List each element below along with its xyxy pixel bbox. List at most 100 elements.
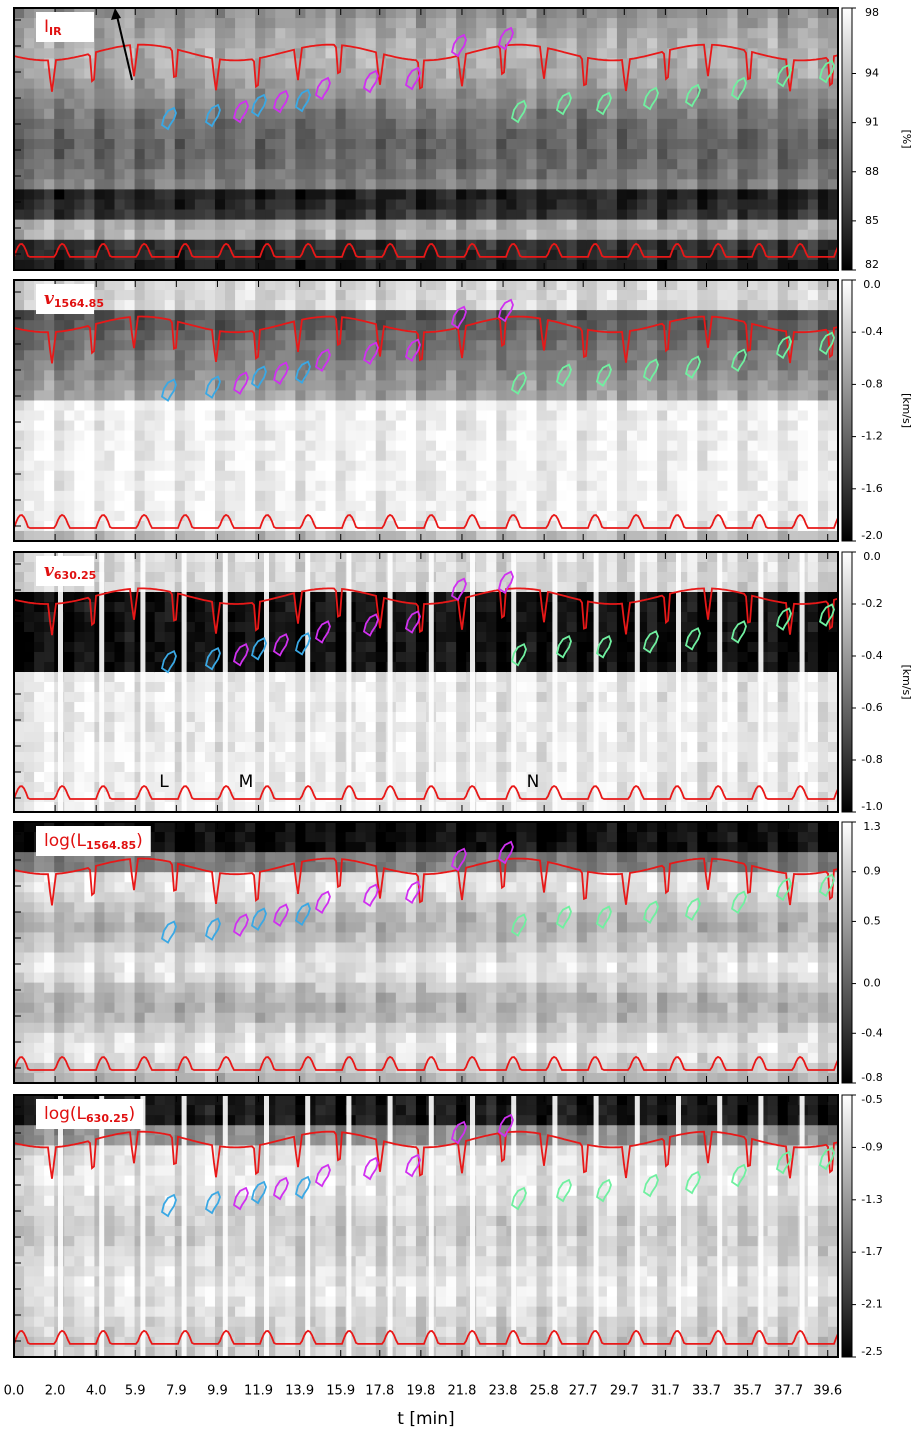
heatmap-cell xyxy=(687,480,698,492)
heatmap-cell xyxy=(134,28,146,39)
heatmap-cell xyxy=(466,430,477,442)
heatmap-cell xyxy=(164,330,176,341)
heatmap-cell xyxy=(687,58,698,70)
heatmap-cell xyxy=(184,682,196,693)
heatmap-cell xyxy=(14,712,25,723)
heatmap-cell xyxy=(486,420,497,432)
heatmap-cell xyxy=(285,78,296,90)
heatmap-cell xyxy=(265,460,276,472)
heatmap-cell xyxy=(345,28,357,39)
heatmap-cell xyxy=(777,38,789,49)
heatmap-cell xyxy=(104,78,116,90)
heatmap-cell xyxy=(275,330,286,341)
heatmap-cell xyxy=(657,58,668,70)
heatmap-cell xyxy=(84,450,95,462)
heatmap-cell xyxy=(154,209,166,221)
heatmap-cell xyxy=(225,460,236,472)
heatmap-cell xyxy=(546,290,558,301)
heatmap-cell xyxy=(576,320,588,331)
heatmap-cell xyxy=(134,420,146,432)
heatmap-cell xyxy=(34,159,45,170)
heatmap-cell xyxy=(194,752,206,763)
heatmap-cell xyxy=(305,400,317,412)
heatmap-cell xyxy=(204,400,216,412)
heatmap-cell xyxy=(576,159,588,170)
heatmap-cell xyxy=(747,68,759,80)
heatmap-cell xyxy=(134,199,146,211)
heatmap-cell xyxy=(476,139,487,150)
heatmap-cell xyxy=(446,280,457,291)
heatmap-cell xyxy=(164,8,176,19)
heatmap-cell xyxy=(265,400,276,412)
heatmap-cell xyxy=(526,410,538,422)
heatmap-cell xyxy=(767,380,779,392)
heatmap-cell xyxy=(54,380,65,392)
heatmap-cell xyxy=(345,290,357,301)
heatmap-cell xyxy=(225,199,236,211)
heatmap-cell xyxy=(225,300,236,311)
heatmap-cell xyxy=(164,602,176,613)
heatmap-cell xyxy=(516,179,528,190)
heatmap-cell xyxy=(596,179,608,190)
heatmap-cell xyxy=(34,592,45,603)
heatmap-cell xyxy=(586,259,598,270)
heatmap-cell xyxy=(14,612,25,623)
heatmap-cell xyxy=(194,18,206,29)
heatmap-cell xyxy=(446,249,457,261)
heatmap-cell xyxy=(767,88,779,100)
heatmap-cell xyxy=(345,128,357,140)
heatmap-cell xyxy=(204,672,216,683)
heatmap-cell xyxy=(827,139,838,150)
heatmap-cell xyxy=(345,410,357,422)
heatmap-cell xyxy=(184,450,196,462)
heatmap-cell xyxy=(365,108,377,120)
heatmap-cell xyxy=(325,500,337,512)
heatmap-cell xyxy=(24,622,35,633)
heatmap-cell xyxy=(365,410,377,422)
heatmap-cell xyxy=(285,420,296,432)
heatmap-cell xyxy=(405,189,417,201)
heatmap-cell xyxy=(777,380,789,392)
heatmap-cell xyxy=(295,68,307,80)
heatmap-cell xyxy=(787,108,799,120)
heatmap-cell xyxy=(24,340,35,351)
heatmap-cell xyxy=(506,219,518,231)
heatmap-cell xyxy=(807,179,819,190)
heatmap-cell xyxy=(124,450,136,462)
heatmap-cell xyxy=(114,280,126,291)
heatmap-cell xyxy=(536,310,548,321)
heatmap-cell xyxy=(697,219,708,231)
heatmap-cell xyxy=(496,280,507,291)
heatmap-cell xyxy=(164,460,176,472)
heatmap-cell xyxy=(14,330,25,341)
heatmap-cell xyxy=(194,209,206,221)
heatmap-cell xyxy=(546,400,558,412)
heatmap-cell xyxy=(275,440,286,452)
heatmap-cell xyxy=(496,420,507,432)
heatmap-cell xyxy=(265,380,276,392)
heatmap-cell xyxy=(677,169,688,180)
heatmap-cell xyxy=(94,169,106,180)
heatmap-cell xyxy=(325,18,337,29)
heatmap-cell xyxy=(546,98,558,110)
heatmap-cell xyxy=(747,169,759,180)
heatmap-cell xyxy=(797,310,809,321)
heatmap-cell xyxy=(436,8,447,19)
heatmap-cell xyxy=(375,390,387,402)
heatmap-cell xyxy=(616,219,628,231)
heatmap-cell xyxy=(576,118,588,130)
heatmap-cell xyxy=(184,209,196,221)
heatmap-cell xyxy=(154,582,166,593)
heatmap-cell xyxy=(144,320,156,331)
heatmap-cell xyxy=(164,682,176,693)
heatmap-cell xyxy=(235,490,246,502)
heatmap-cell xyxy=(84,139,95,150)
heatmap-cell xyxy=(827,480,838,492)
heatmap-cell xyxy=(647,280,658,291)
heatmap-cell xyxy=(275,510,286,522)
heatmap-cell xyxy=(144,249,156,261)
heatmap-cell xyxy=(134,480,146,492)
heatmap-cell xyxy=(44,38,55,49)
heatmap-cell xyxy=(717,470,729,482)
heatmap-cell xyxy=(496,490,507,502)
